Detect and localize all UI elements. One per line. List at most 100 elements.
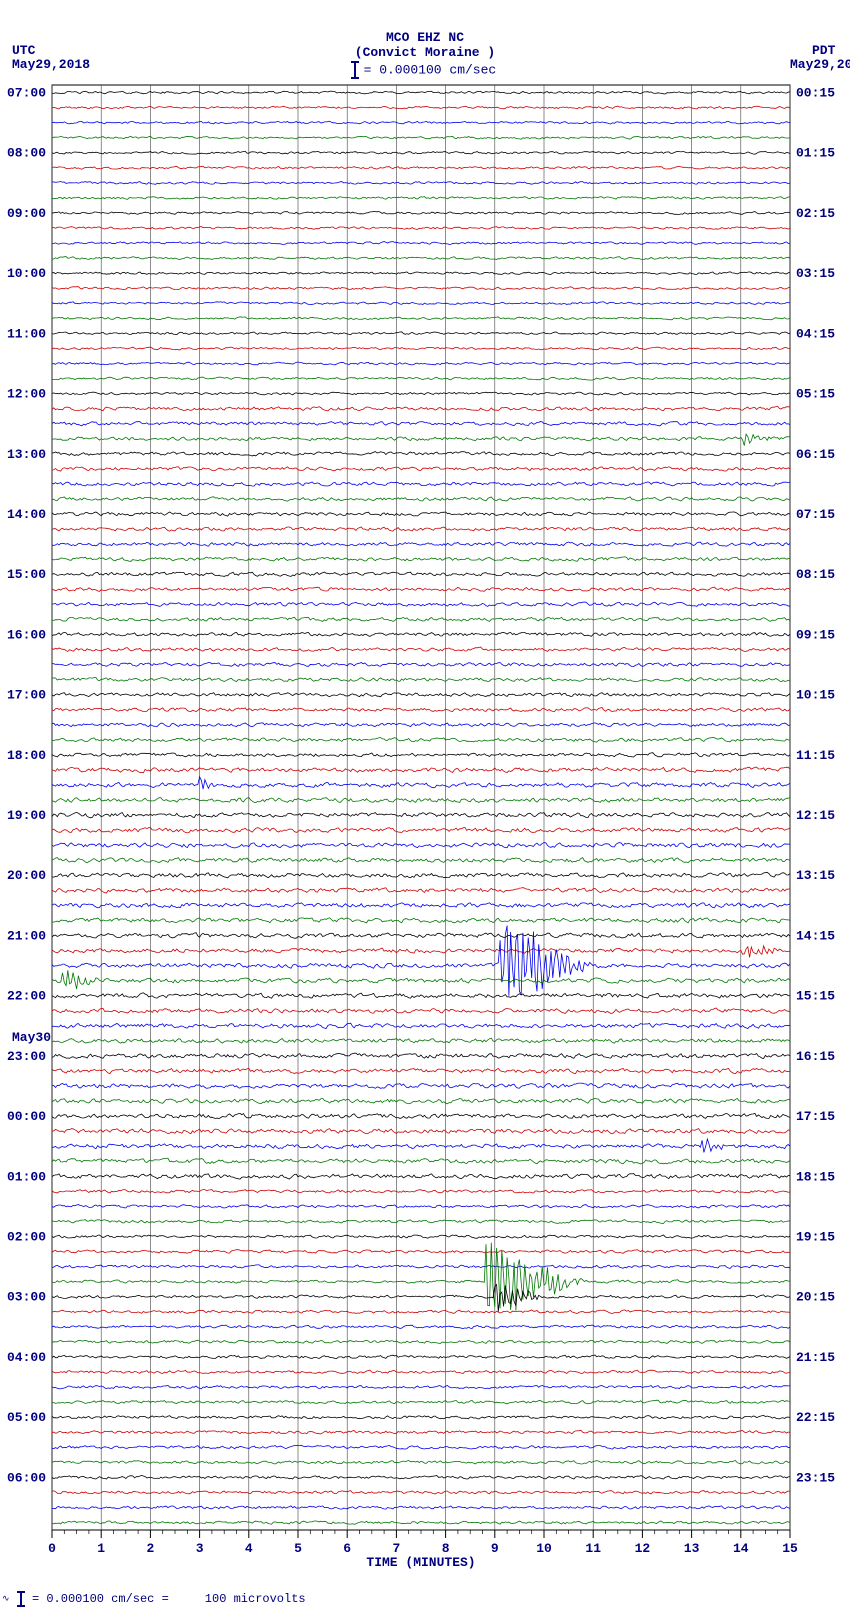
svg-text:11: 11 xyxy=(585,1541,601,1556)
trace-row xyxy=(52,1190,790,1194)
trace-row xyxy=(52,993,790,998)
trace-row xyxy=(52,302,790,305)
trace-row xyxy=(52,1476,790,1480)
trace-row xyxy=(52,1445,790,1449)
svg-text:15: 15 xyxy=(782,1541,798,1556)
trace-row xyxy=(52,434,790,446)
pdt-hour-label: 09:15 xyxy=(796,627,835,642)
pdt-hour-label: 17:15 xyxy=(796,1109,835,1124)
pdt-hour-label: 14:15 xyxy=(796,928,835,943)
trace-row xyxy=(52,1068,790,1073)
trace-row xyxy=(52,392,790,395)
trace-row xyxy=(52,1430,790,1434)
trace-row xyxy=(52,257,790,260)
utc-hour-label: 21:00 xyxy=(7,928,46,943)
svg-text:12: 12 xyxy=(635,1541,651,1556)
trace-row xyxy=(52,287,790,290)
pdt-hour-label: 06:15 xyxy=(796,447,835,462)
seismogram-plot: 0123456789101112131415TIME (MINUTES)07:0… xyxy=(0,0,850,1613)
pdt-hour-label: 21:15 xyxy=(796,1350,835,1365)
trace-row xyxy=(52,708,790,712)
utc-hour-label: 20:00 xyxy=(7,868,46,883)
svg-text:9: 9 xyxy=(491,1541,499,1556)
trace-row xyxy=(52,572,790,576)
trace-row xyxy=(52,1083,790,1088)
svg-text:13: 13 xyxy=(684,1541,700,1556)
trace-row xyxy=(52,212,790,215)
trace-row xyxy=(52,812,790,817)
svg-text:3: 3 xyxy=(196,1541,204,1556)
svg-text:2: 2 xyxy=(146,1541,154,1556)
trace-row xyxy=(52,91,790,94)
pdt-hour-label: 04:15 xyxy=(796,326,835,341)
trace-row xyxy=(52,1023,790,1028)
trace-row xyxy=(52,1129,790,1134)
pdt-hour-label: 18:15 xyxy=(796,1169,835,1184)
trace-row xyxy=(52,1235,790,1238)
pdt-hour-label: 05:15 xyxy=(796,387,835,402)
trace-row xyxy=(52,542,790,546)
trace-row xyxy=(52,467,790,471)
trace-row xyxy=(52,1250,790,1254)
trace-row xyxy=(52,647,790,651)
utc-hour-label: 00:00 xyxy=(7,1109,46,1124)
utc-hour-label: 12:00 xyxy=(7,387,46,402)
pdt-hour-label: 01:15 xyxy=(796,146,835,161)
trace-row xyxy=(52,242,790,245)
trace-row xyxy=(52,872,790,878)
trace-row xyxy=(52,1506,790,1509)
trace-row xyxy=(52,406,790,411)
svg-text:TIME (MINUTES): TIME (MINUTES) xyxy=(366,1555,475,1570)
trace-row xyxy=(52,663,790,667)
trace-row xyxy=(52,227,790,230)
trace-row xyxy=(52,693,790,697)
trace-row xyxy=(52,767,790,773)
trace-row xyxy=(52,1243,790,1311)
pdt-hour-label: 02:15 xyxy=(796,206,835,221)
utc-hour-label: 01:00 xyxy=(7,1169,46,1184)
trace-row xyxy=(52,272,790,275)
trace-row xyxy=(52,332,790,335)
trace-row xyxy=(52,347,790,350)
trace-row xyxy=(52,723,790,727)
svg-text:7: 7 xyxy=(392,1541,400,1556)
utc-hour-label: 23:00 xyxy=(7,1049,46,1064)
svg-text:10: 10 xyxy=(536,1541,552,1556)
pdt-hour-label: 10:15 xyxy=(796,688,835,703)
trace-row xyxy=(52,197,790,200)
trace-row xyxy=(52,362,790,365)
svg-text:1: 1 xyxy=(97,1541,105,1556)
trace-row xyxy=(52,1340,790,1344)
pdt-hour-label: 15:15 xyxy=(796,989,835,1004)
trace-row xyxy=(52,946,790,958)
trace-row xyxy=(52,452,790,456)
utc-hour-label: 04:00 xyxy=(7,1350,46,1365)
svg-text:0: 0 xyxy=(48,1541,56,1556)
svg-text:6: 6 xyxy=(343,1541,351,1556)
pdt-hour-label: 08:15 xyxy=(796,567,835,582)
trace-row xyxy=(52,377,790,380)
trace-row xyxy=(52,1310,790,1314)
utc-hour-label: 15:00 xyxy=(7,567,46,582)
trace-row xyxy=(52,512,790,516)
trace-row xyxy=(52,151,790,154)
trace-row xyxy=(52,888,790,893)
trace-row xyxy=(52,166,790,169)
pdt-hour-label: 23:15 xyxy=(796,1470,835,1485)
trace-row xyxy=(52,1355,790,1359)
trace-row xyxy=(52,1370,790,1374)
seismogram-page: UTC May29,2018 PDT May29,2018 MCO EHZ NC… xyxy=(0,0,850,1613)
trace-row xyxy=(52,317,790,320)
trace-row xyxy=(52,1008,790,1013)
trace-row xyxy=(52,1385,790,1389)
utc-hour-label: 06:00 xyxy=(7,1470,46,1485)
trace-row xyxy=(52,918,790,923)
pdt-hour-label: 20:15 xyxy=(796,1290,835,1305)
trace-row xyxy=(52,843,790,848)
pdt-hour-label: 16:15 xyxy=(796,1049,835,1064)
trace-row xyxy=(52,798,790,803)
trace-row xyxy=(52,1174,790,1180)
trace-row xyxy=(52,632,790,636)
trace-row xyxy=(52,970,790,989)
utc-hour-label: 02:00 xyxy=(7,1229,46,1244)
